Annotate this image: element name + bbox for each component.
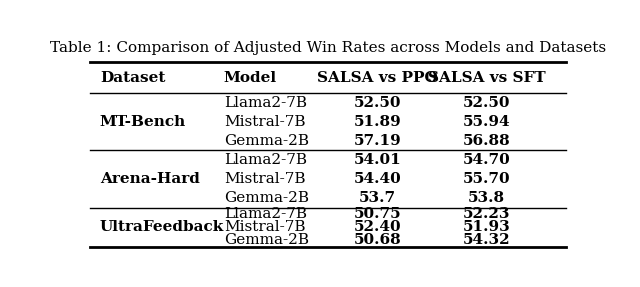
- Text: 53.7: 53.7: [359, 191, 396, 205]
- Text: 52.50: 52.50: [463, 96, 511, 110]
- Text: Gemma-2B: Gemma-2B: [224, 134, 309, 148]
- Text: 51.89: 51.89: [354, 115, 401, 129]
- Text: MT-Bench: MT-Bench: [100, 115, 186, 129]
- Text: Table 1: Comparison of Adjusted Win Rates across Models and Datasets: Table 1: Comparison of Adjusted Win Rate…: [50, 41, 606, 55]
- Text: 55.94: 55.94: [463, 115, 511, 129]
- Text: 54.32: 54.32: [463, 233, 511, 247]
- Text: 52.23: 52.23: [463, 208, 511, 221]
- Text: 54.70: 54.70: [463, 153, 511, 167]
- Text: SALSA vs SFT: SALSA vs SFT: [428, 71, 545, 85]
- Text: 52.40: 52.40: [354, 220, 401, 234]
- Text: 55.70: 55.70: [463, 172, 511, 186]
- Text: 56.88: 56.88: [463, 134, 511, 148]
- Text: Gemma-2B: Gemma-2B: [224, 191, 309, 205]
- Text: 50.68: 50.68: [354, 233, 401, 247]
- Text: Llama2-7B: Llama2-7B: [224, 208, 307, 221]
- Text: Llama2-7B: Llama2-7B: [224, 153, 307, 167]
- Text: Mistral-7B: Mistral-7B: [224, 220, 305, 234]
- Text: 57.19: 57.19: [354, 134, 401, 148]
- Text: 53.8: 53.8: [468, 191, 506, 205]
- Text: Llama2-7B: Llama2-7B: [224, 96, 307, 110]
- Text: Mistral-7B: Mistral-7B: [224, 172, 305, 186]
- Text: 52.50: 52.50: [354, 96, 401, 110]
- Text: SALSA vs PPO: SALSA vs PPO: [317, 71, 438, 85]
- Text: Model: Model: [224, 71, 277, 85]
- Text: Dataset: Dataset: [100, 71, 165, 85]
- Text: 50.75: 50.75: [354, 208, 401, 221]
- Text: Arena-Hard: Arena-Hard: [100, 172, 200, 186]
- Text: 54.40: 54.40: [354, 172, 401, 186]
- Text: UltraFeedback: UltraFeedback: [100, 220, 224, 234]
- Text: 51.93: 51.93: [463, 220, 511, 234]
- Text: Mistral-7B: Mistral-7B: [224, 115, 305, 129]
- Text: Gemma-2B: Gemma-2B: [224, 233, 309, 247]
- Text: 54.01: 54.01: [354, 153, 401, 167]
